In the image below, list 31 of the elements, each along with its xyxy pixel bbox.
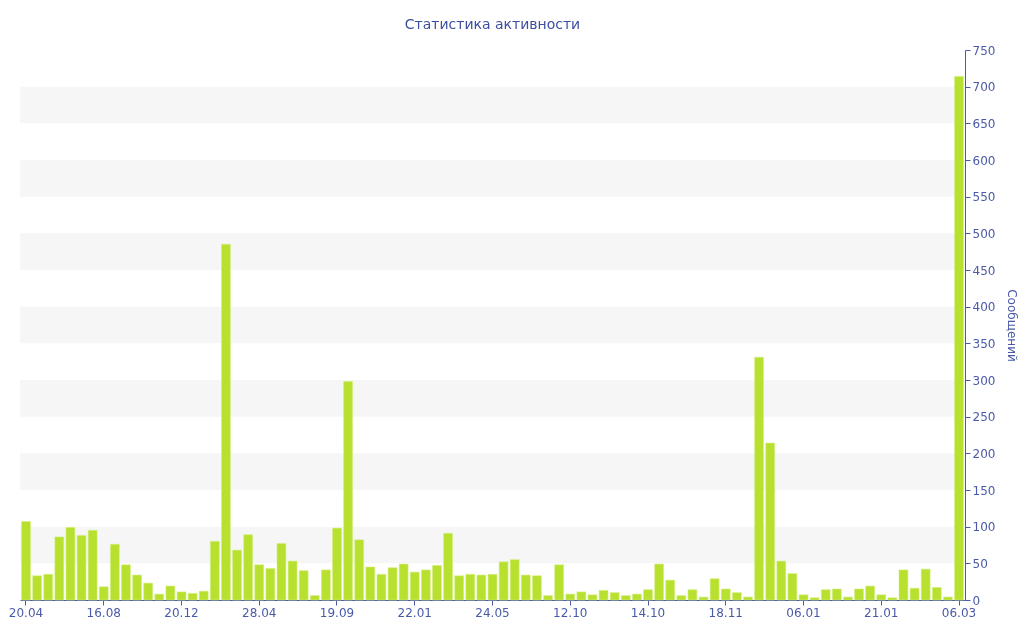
y2-tick-label: 50: [972, 556, 988, 571]
x-tick-label: 24.05: [475, 605, 510, 620]
y2-tick-label: 400: [972, 300, 996, 315]
x-tick-label: 20.12: [164, 605, 199, 620]
x-tick-label: 16.08: [86, 605, 121, 620]
y2-tick-label: 450: [972, 263, 996, 278]
x-tick-label: 06.01: [786, 605, 821, 620]
y2-axis-title: Сообщений: [1005, 289, 1020, 362]
y2-tick-label: 500: [972, 226, 996, 241]
x-tick-label: 28.04: [242, 605, 277, 620]
y2-tick-label: 650: [972, 116, 996, 131]
y2-tick-label: 300: [972, 373, 996, 388]
x-tick-label: 14.10: [630, 605, 666, 620]
x-tick-label: 18.11: [708, 605, 743, 620]
x-tick-label: 19.09: [319, 605, 355, 620]
y2-tick-label: 350: [972, 336, 996, 351]
y2-tick-label: 150: [972, 483, 996, 498]
chart-title: Статистика активности: [404, 16, 581, 32]
x-tick-label: 06.03: [941, 605, 977, 620]
x-tick-label: 22.01: [397, 605, 432, 620]
y2-tick-label: 100: [972, 520, 996, 535]
y2-tick-label: 700: [972, 80, 996, 95]
y2-tick-label: 600: [972, 153, 996, 168]
x-tick-label: 21.01: [864, 605, 899, 620]
y2-tick-label: 0: [972, 593, 981, 608]
y2-tick-label: 200: [972, 446, 996, 461]
y2-tick-label: 550: [972, 190, 996, 205]
y2-tick-label: 250: [972, 410, 996, 425]
x-tick-label: 12.10: [553, 605, 588, 620]
y2-tick-label: 750: [972, 43, 996, 58]
x-tick-label: 20.04: [8, 605, 44, 620]
